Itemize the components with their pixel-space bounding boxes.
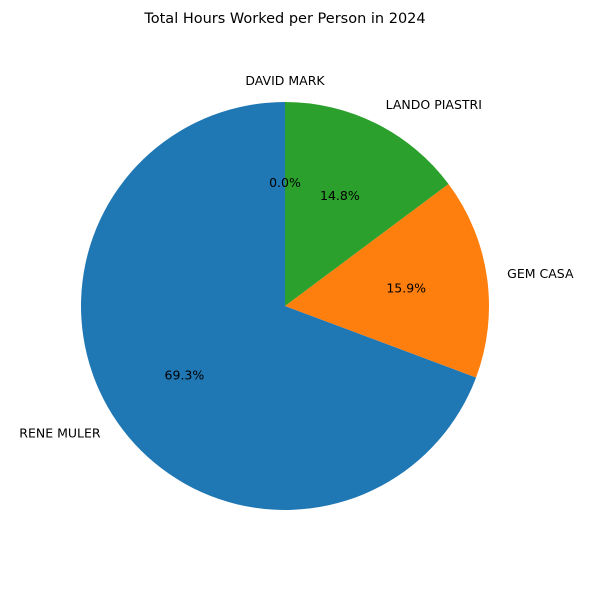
slice-label-rene-muler: RENE MULER (19, 425, 101, 440)
pie-slices (81, 102, 490, 510)
pie-labels: DAVID MARK 0.0% RENE MULER 69.3% GEM CASA 15.… (19, 73, 574, 440)
slice-pct-lando-piastri: 14.8% (320, 188, 360, 203)
chart-title: Total Hours Worked per Person in 2024 (143, 11, 425, 27)
pie-slice-gem-casa (285, 184, 490, 378)
slice-pct-gem-casa: 15.9% (386, 280, 426, 295)
pie-slice-rene-muler (81, 102, 477, 510)
pie-slice-lando-piastri (285, 102, 449, 306)
slice-pct-rene-muler: 69.3% (165, 367, 205, 382)
slice-pct-david-mark: 0.0% (269, 175, 301, 190)
slice-label-lando-piastri: LANDO PIASTRI (386, 97, 482, 112)
slice-label-david-mark: DAVID MARK (245, 73, 325, 88)
slice-label-gem-casa: GEM CASA (507, 266, 574, 281)
